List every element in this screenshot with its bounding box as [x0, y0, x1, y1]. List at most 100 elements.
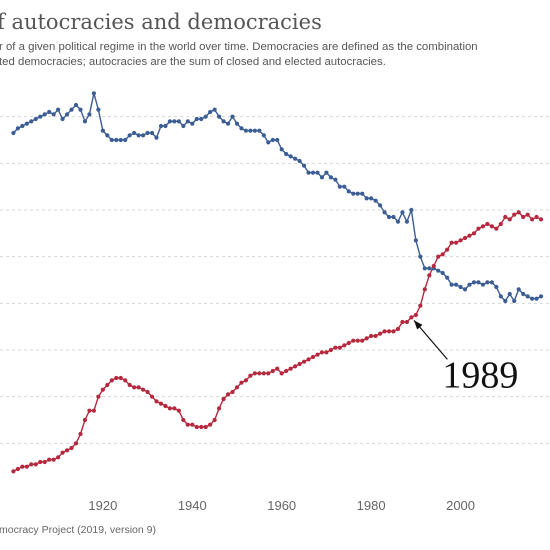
data-point — [445, 275, 450, 280]
data-point — [306, 357, 311, 362]
data-point — [449, 240, 454, 245]
data-point — [266, 371, 271, 376]
data-point — [409, 207, 414, 213]
data-point — [109, 378, 114, 383]
data-point — [355, 191, 360, 196]
data-point — [319, 350, 325, 355]
data-point — [24, 121, 29, 126]
data-point — [275, 366, 280, 371]
data-point — [333, 345, 338, 350]
data-point — [208, 109, 213, 115]
chart-subtitle-line2: ted democracies; autocracies are the sum… — [0, 56, 386, 68]
data-point — [310, 170, 316, 175]
data-point — [369, 333, 374, 339]
data-point — [47, 457, 52, 462]
data-point — [118, 375, 123, 381]
data-point — [270, 137, 275, 143]
data-point — [315, 170, 320, 175]
data-point — [199, 424, 204, 430]
x-tick-label: 1940 — [178, 498, 207, 513]
data-point — [176, 408, 181, 413]
data-point — [293, 156, 298, 161]
data-point — [391, 329, 396, 334]
data-point — [145, 130, 150, 136]
data-point — [503, 214, 508, 220]
data-point — [243, 128, 249, 133]
data-point — [315, 352, 320, 357]
data-point — [462, 287, 468, 292]
data-point — [38, 459, 43, 465]
data-point — [87, 408, 92, 413]
data-point — [516, 210, 521, 215]
data-point — [337, 345, 342, 350]
data-point — [114, 375, 119, 381]
data-point — [208, 422, 213, 427]
data-point — [458, 238, 463, 243]
x-tick-label: 1920 — [88, 498, 117, 513]
data-point — [534, 214, 539, 220]
data-point — [29, 462, 34, 467]
data-point — [105, 382, 110, 388]
data-point — [485, 280, 490, 285]
data-point — [351, 191, 356, 196]
data-point — [324, 350, 329, 355]
data-point — [489, 280, 494, 285]
data-point — [69, 107, 74, 112]
annotation-label: 1989 — [442, 354, 518, 396]
data-point — [225, 121, 231, 126]
data-point — [194, 424, 199, 430]
data-point — [185, 422, 190, 427]
series-points — [11, 91, 544, 474]
grid — [0, 116, 550, 444]
data-point — [431, 263, 436, 269]
data-point — [498, 221, 503, 227]
data-point — [440, 252, 445, 257]
data-point — [525, 294, 530, 299]
source-note: mocracy Project (2019, version 9) — [0, 524, 156, 536]
data-point — [149, 394, 155, 399]
data-point — [185, 119, 190, 124]
data-point — [471, 231, 477, 236]
data-point — [284, 368, 289, 374]
data-point — [145, 389, 150, 395]
data-point — [96, 394, 101, 399]
data-point — [453, 282, 459, 287]
data-point — [56, 107, 61, 112]
data-point — [20, 123, 25, 129]
data-point — [418, 303, 423, 308]
data-point — [239, 380, 244, 385]
data-point — [100, 387, 105, 392]
data-point — [154, 399, 159, 404]
data-point — [373, 333, 378, 339]
data-point — [467, 282, 472, 287]
data-point — [158, 123, 164, 129]
data-point — [11, 469, 16, 474]
data-point — [319, 175, 325, 180]
data-point — [243, 378, 249, 383]
chart-subtitle-line1: r of a given political regime in the wor… — [0, 41, 478, 53]
data-point — [328, 175, 333, 180]
data-point — [462, 235, 468, 241]
data-point — [364, 336, 369, 341]
data-point — [33, 462, 38, 467]
data-point — [507, 291, 512, 297]
data-point — [503, 298, 508, 304]
data-point — [355, 338, 360, 343]
data-point — [538, 217, 544, 222]
data-point — [190, 422, 195, 427]
data-point — [480, 282, 486, 287]
data-point — [217, 406, 222, 411]
data-point — [521, 214, 526, 220]
data-point — [15, 466, 20, 472]
data-point — [413, 312, 418, 318]
data-point — [105, 133, 110, 138]
data-point — [56, 455, 61, 460]
data-point — [234, 385, 240, 390]
data-point — [328, 347, 333, 353]
data-point — [391, 214, 396, 220]
data-point — [24, 464, 29, 469]
data-point — [38, 114, 43, 119]
data-point — [418, 254, 423, 259]
data-point — [257, 371, 262, 376]
data-point — [288, 366, 293, 371]
